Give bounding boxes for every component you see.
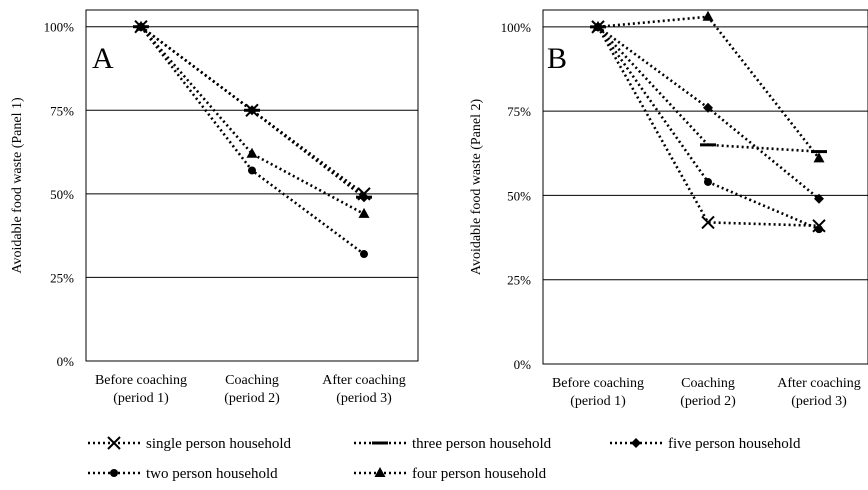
y-tick-label: 100% — [44, 20, 75, 35]
y-axis-label: Avoidable food waste (Panel 1) — [10, 97, 25, 274]
data-point-x — [701, 215, 715, 230]
legend-item: five person household — [610, 436, 801, 452]
data-point-diamond — [703, 102, 713, 113]
data-point-diamond — [814, 193, 824, 204]
series-line — [140, 25, 365, 216]
y-tick-label: 50% — [50, 187, 74, 202]
legend-item: two person household — [88, 466, 278, 482]
y-tick-label: 50% — [507, 188, 531, 203]
legend-item: single person household — [88, 436, 291, 452]
legend-item: three person household — [354, 436, 552, 452]
legend-label: five person household — [668, 436, 801, 452]
legend-circle-icon — [110, 469, 118, 477]
legend-diamond-icon — [631, 438, 641, 448]
legend-label: single person household — [146, 436, 291, 452]
series-diamond — [136, 21, 369, 203]
x-tick-label: After coaching — [777, 376, 861, 391]
data-point-circle — [815, 225, 823, 234]
series-diamond — [593, 21, 824, 204]
y-tick-label: 25% — [50, 270, 74, 285]
data-point-diamond — [593, 21, 603, 32]
legend-label: three person household — [412, 436, 552, 452]
series-line — [140, 25, 365, 199]
series-circle — [594, 22, 823, 234]
x-tick-label: (period 2) — [680, 394, 736, 409]
y-tick-label: 100% — [501, 20, 532, 35]
series-line — [597, 25, 820, 200]
series-dash — [590, 25, 827, 154]
data-point-triangle — [358, 207, 370, 218]
data-point-diamond — [359, 192, 369, 203]
legend-label: two person household — [146, 466, 278, 482]
x-tick-label: (period 2) — [224, 391, 280, 406]
legend-triangle-icon — [374, 467, 386, 477]
series-line — [597, 15, 821, 160]
series-triangle — [592, 10, 825, 163]
y-tick-label: 25% — [507, 273, 531, 288]
legend-x-icon — [107, 436, 121, 450]
data-point-triangle — [702, 10, 714, 21]
data-point-circle — [360, 250, 368, 259]
series-x — [591, 20, 826, 233]
panel-label: A — [92, 42, 114, 75]
legend-label: four person household — [412, 466, 547, 482]
series-line — [596, 26, 820, 231]
plot-area — [85, 9, 419, 362]
series-line — [596, 26, 820, 228]
x-tick-label: (period 3) — [336, 391, 392, 406]
x-tick-label: Before coaching — [95, 373, 187, 388]
data-point-triangle — [246, 147, 258, 158]
plot-area — [542, 9, 868, 365]
legend: single person household three person hous… — [88, 436, 801, 482]
y-axis-label: Avoidable food waste (Panel 2) — [469, 99, 484, 276]
x-tick-label: Before coaching — [552, 376, 644, 391]
x-tick-label: (period 1) — [570, 394, 626, 409]
series-circle — [137, 22, 368, 259]
series-line — [139, 25, 365, 256]
data-point-diamond — [247, 105, 257, 116]
y-tick-label: 75% — [507, 104, 531, 119]
legend-item: four person household — [354, 466, 547, 482]
x-tick-label: (period 3) — [791, 394, 847, 409]
panel-label: B — [547, 42, 567, 75]
x-tick-label: (period 1) — [113, 391, 169, 406]
data-point-triangle — [813, 152, 825, 163]
chart-panel-a: 0% 25% 50% 75% 100% Before coaching (period 1)… — [10, 9, 419, 406]
chart-panel-b: 0% 25% 50% 75% 100% Before coaching (period 1)… — [469, 9, 868, 409]
x-tick-label: Coaching — [225, 373, 279, 388]
series-triangle — [135, 20, 370, 218]
x-tick-label: After coaching — [322, 373, 406, 388]
y-tick-label: 0% — [514, 357, 532, 372]
y-tick-label: 75% — [50, 103, 74, 118]
x-tick-label: Coaching — [681, 376, 735, 391]
data-point-circle — [704, 177, 712, 186]
data-point-circle — [248, 166, 256, 175]
series-line — [597, 25, 820, 153]
data-point-diamond — [136, 21, 146, 32]
y-tick-label: 0% — [57, 354, 75, 369]
